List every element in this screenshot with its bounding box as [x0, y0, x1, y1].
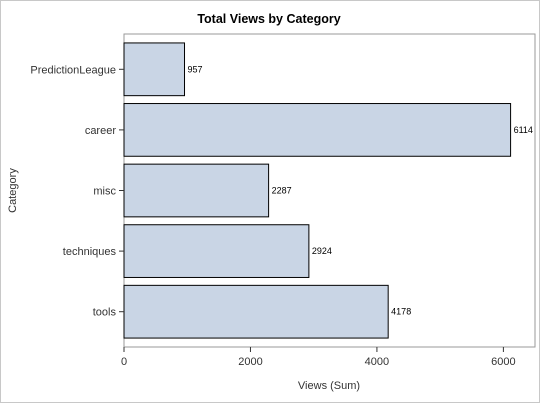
x-axis: 0 2000 4000 6000	[121, 347, 516, 368]
y-axis: PredictionLeague career misc techniques tool…	[30, 64, 124, 319]
bar-career	[123, 103, 512, 157]
x-tick-label-4000: 4000	[365, 356, 389, 368]
data-label-tools: 4178	[391, 307, 411, 317]
y-tick-label-techniques: techniques	[63, 246, 117, 258]
y-tick-label-misc: misc	[93, 186, 116, 198]
data-label-techniques: 2924	[312, 246, 332, 256]
y-tick-label-career: career	[85, 125, 117, 137]
x-tick-label-6000: 6000	[491, 356, 515, 368]
y-axis-label: Category	[7, 168, 19, 213]
x-tick-label-2000: 2000	[238, 356, 262, 368]
x-axis-label: Views (Sum)	[298, 380, 360, 392]
y-tick-label-tools: tools	[93, 307, 117, 319]
data-label-career: 6114	[514, 125, 533, 135]
bars-group: 957 6114 2287 2924 4178	[123, 42, 533, 339]
data-label-misc: 2287	[272, 186, 292, 196]
bar-tools	[123, 284, 389, 339]
bar-techniques	[123, 224, 310, 278]
x-tick-label-0: 0	[121, 356, 127, 368]
data-label-PredictionLeague: 957	[188, 64, 203, 74]
bar-misc	[123, 163, 270, 218]
chart-title: Total Views by Category	[197, 12, 340, 26]
y-tick-label-PredictionLeague: PredictionLeague	[30, 64, 116, 76]
bar-PredictionLeague	[123, 42, 186, 97]
